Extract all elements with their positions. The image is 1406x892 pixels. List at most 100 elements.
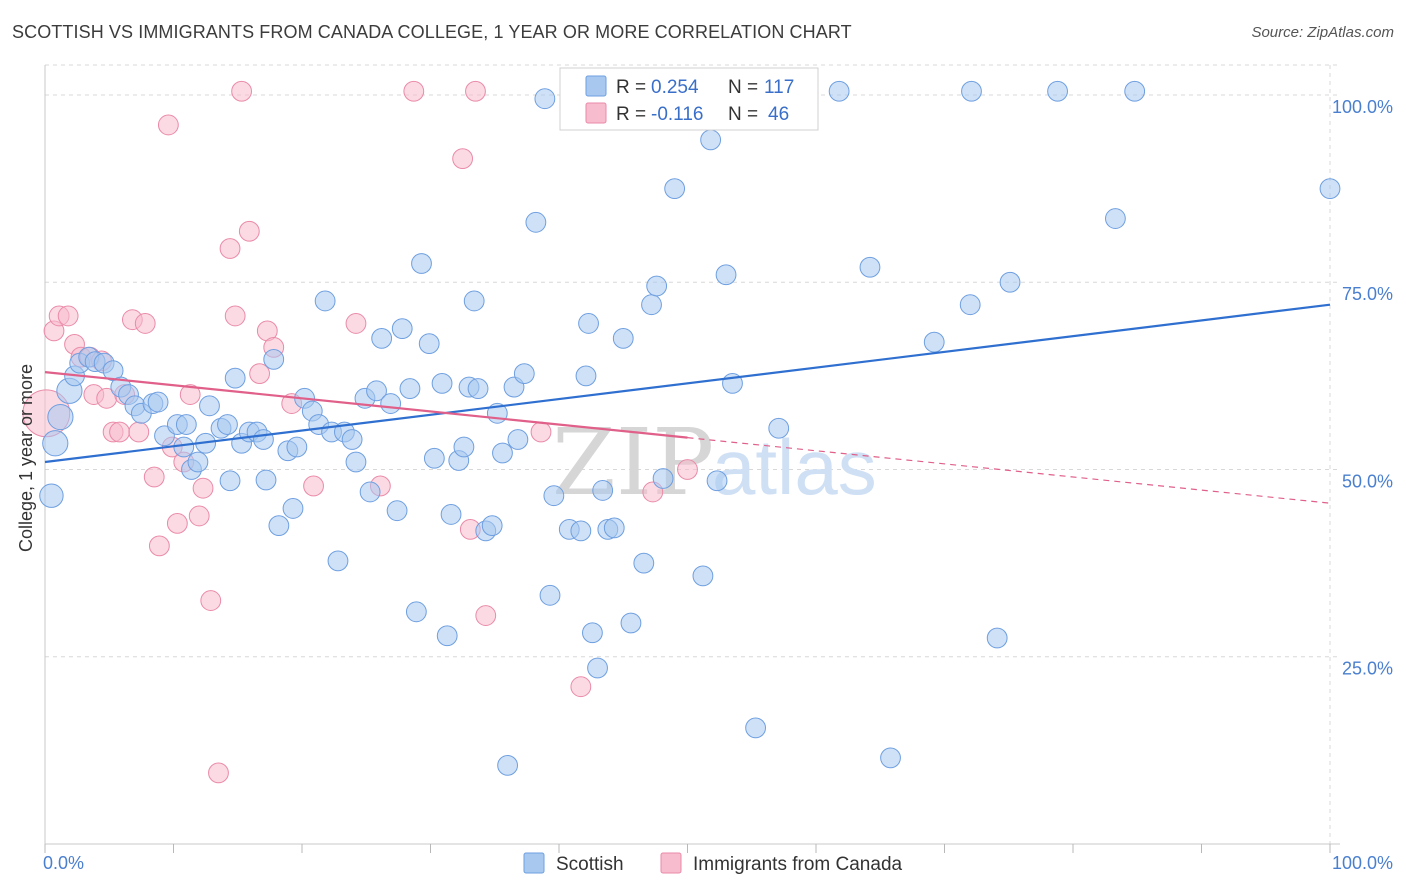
scottish-point bbox=[539, 584, 561, 606]
canada-point bbox=[109, 421, 130, 443]
canada-point bbox=[192, 477, 214, 499]
scottish-point bbox=[253, 429, 274, 450]
scottish-point bbox=[575, 365, 597, 387]
y-tick-label: 100.0% bbox=[1332, 97, 1393, 117]
scottish-point bbox=[371, 327, 393, 349]
canada-point bbox=[200, 590, 222, 611]
scottish-point bbox=[39, 483, 64, 508]
legend-n-label: N = bbox=[728, 77, 758, 98]
canada-trend-line-extension bbox=[687, 437, 1331, 504]
canada-point bbox=[134, 313, 156, 334]
canada-point bbox=[345, 313, 367, 334]
canada-point bbox=[143, 466, 165, 488]
y-tick-label: 75.0% bbox=[1342, 284, 1393, 304]
y-tick-label: 25.0% bbox=[1342, 659, 1393, 679]
scottish-point bbox=[768, 417, 790, 439]
canada-point bbox=[475, 605, 497, 626]
scottish-point bbox=[1105, 208, 1126, 229]
canada-point bbox=[465, 80, 486, 102]
bottom-legend-label-canada: Immigrants from Canada bbox=[693, 854, 903, 875]
scottish-point bbox=[380, 393, 402, 414]
scottish-point bbox=[436, 625, 458, 647]
scottish-point bbox=[399, 378, 421, 399]
scottish-point bbox=[664, 178, 686, 199]
scottish-point bbox=[219, 470, 241, 492]
scottish-point bbox=[646, 275, 668, 297]
scottish-point bbox=[147, 391, 169, 413]
scottish-point bbox=[497, 754, 519, 776]
scottish-point bbox=[578, 313, 599, 334]
scottish-point bbox=[386, 500, 408, 522]
correlation-legend: R = 0.254 N = 117 R = -0.116 N = 46 bbox=[559, 67, 819, 131]
canada-point bbox=[157, 114, 179, 136]
legend-n-label: N = bbox=[728, 104, 758, 125]
watermark-atlas: atlas bbox=[712, 423, 877, 511]
scottish-point bbox=[391, 318, 413, 340]
canada-point bbox=[219, 238, 241, 259]
canada-point bbox=[231, 80, 253, 102]
canada-point bbox=[570, 676, 592, 698]
scottish-point bbox=[175, 414, 197, 435]
scottish-point bbox=[199, 395, 220, 417]
scottish-point bbox=[961, 80, 982, 102]
y-axis-title: College, 1 year or more bbox=[16, 364, 36, 552]
scottish-point bbox=[423, 447, 445, 469]
scottish-point bbox=[263, 348, 285, 370]
scottish-point bbox=[1047, 80, 1068, 102]
scottish-point bbox=[706, 470, 728, 492]
scottish-point bbox=[923, 331, 945, 353]
scottish-point bbox=[366, 380, 387, 402]
scottish-point bbox=[745, 717, 767, 739]
scottish-point bbox=[405, 601, 427, 623]
scottish-point bbox=[513, 363, 535, 385]
scottish-point bbox=[1319, 178, 1341, 199]
scottish-point bbox=[268, 515, 290, 537]
scottish-point bbox=[173, 436, 195, 458]
x-tick-label-min: 0.0% bbox=[43, 853, 84, 873]
scottish-point bbox=[286, 436, 308, 458]
scottish-point bbox=[467, 378, 489, 399]
canada-point bbox=[188, 505, 210, 527]
canada-point bbox=[530, 421, 552, 443]
scottish-point bbox=[282, 498, 304, 519]
y-tick-label: 50.0% bbox=[1342, 471, 1393, 491]
scottish-point bbox=[828, 80, 850, 102]
scottish-point bbox=[42, 430, 69, 457]
bottom-legend-label-scottish: Scottish bbox=[556, 854, 624, 875]
legend-n-value-scottish: 117 bbox=[764, 77, 794, 98]
canada-point bbox=[128, 421, 150, 443]
canada-points bbox=[22, 80, 698, 784]
canada-point bbox=[249, 363, 270, 385]
scottish-point bbox=[543, 485, 565, 507]
scottish-point bbox=[859, 256, 881, 278]
scottish-points bbox=[39, 80, 1341, 776]
canada-point bbox=[238, 220, 260, 242]
legend-r-label: R = bbox=[616, 104, 646, 125]
chart-source: Source: ZipAtlas.com bbox=[1251, 24, 1394, 41]
legend-r-value-scottish: 0.254 bbox=[651, 77, 699, 98]
canada-point bbox=[148, 535, 170, 557]
series-legend: Scottish Immigrants from Canada bbox=[523, 852, 903, 875]
scottish-point bbox=[440, 504, 462, 525]
axes-layer: 25.0% 50.0% 75.0% 100.0% bbox=[44, 65, 1393, 853]
scottish-point bbox=[633, 552, 655, 574]
scottish-point bbox=[224, 367, 246, 389]
scottish-point bbox=[47, 403, 74, 431]
scottish-point bbox=[620, 612, 642, 634]
scottish-point bbox=[582, 622, 603, 644]
scottish-point bbox=[255, 469, 277, 491]
scottish-point bbox=[314, 290, 336, 312]
canada-point bbox=[224, 305, 246, 327]
scottish-point bbox=[359, 481, 381, 503]
scottish-point bbox=[700, 129, 722, 151]
canada-point bbox=[208, 762, 229, 784]
canada-point bbox=[403, 80, 425, 102]
scottish-point bbox=[592, 480, 614, 501]
scottish-point bbox=[492, 442, 513, 464]
bottom-legend-swatch-canada bbox=[660, 852, 682, 874]
legend-swatch-canada bbox=[585, 102, 607, 124]
scottish-point bbox=[411, 253, 432, 274]
scottish-point bbox=[959, 294, 981, 316]
canada-point bbox=[179, 384, 201, 405]
